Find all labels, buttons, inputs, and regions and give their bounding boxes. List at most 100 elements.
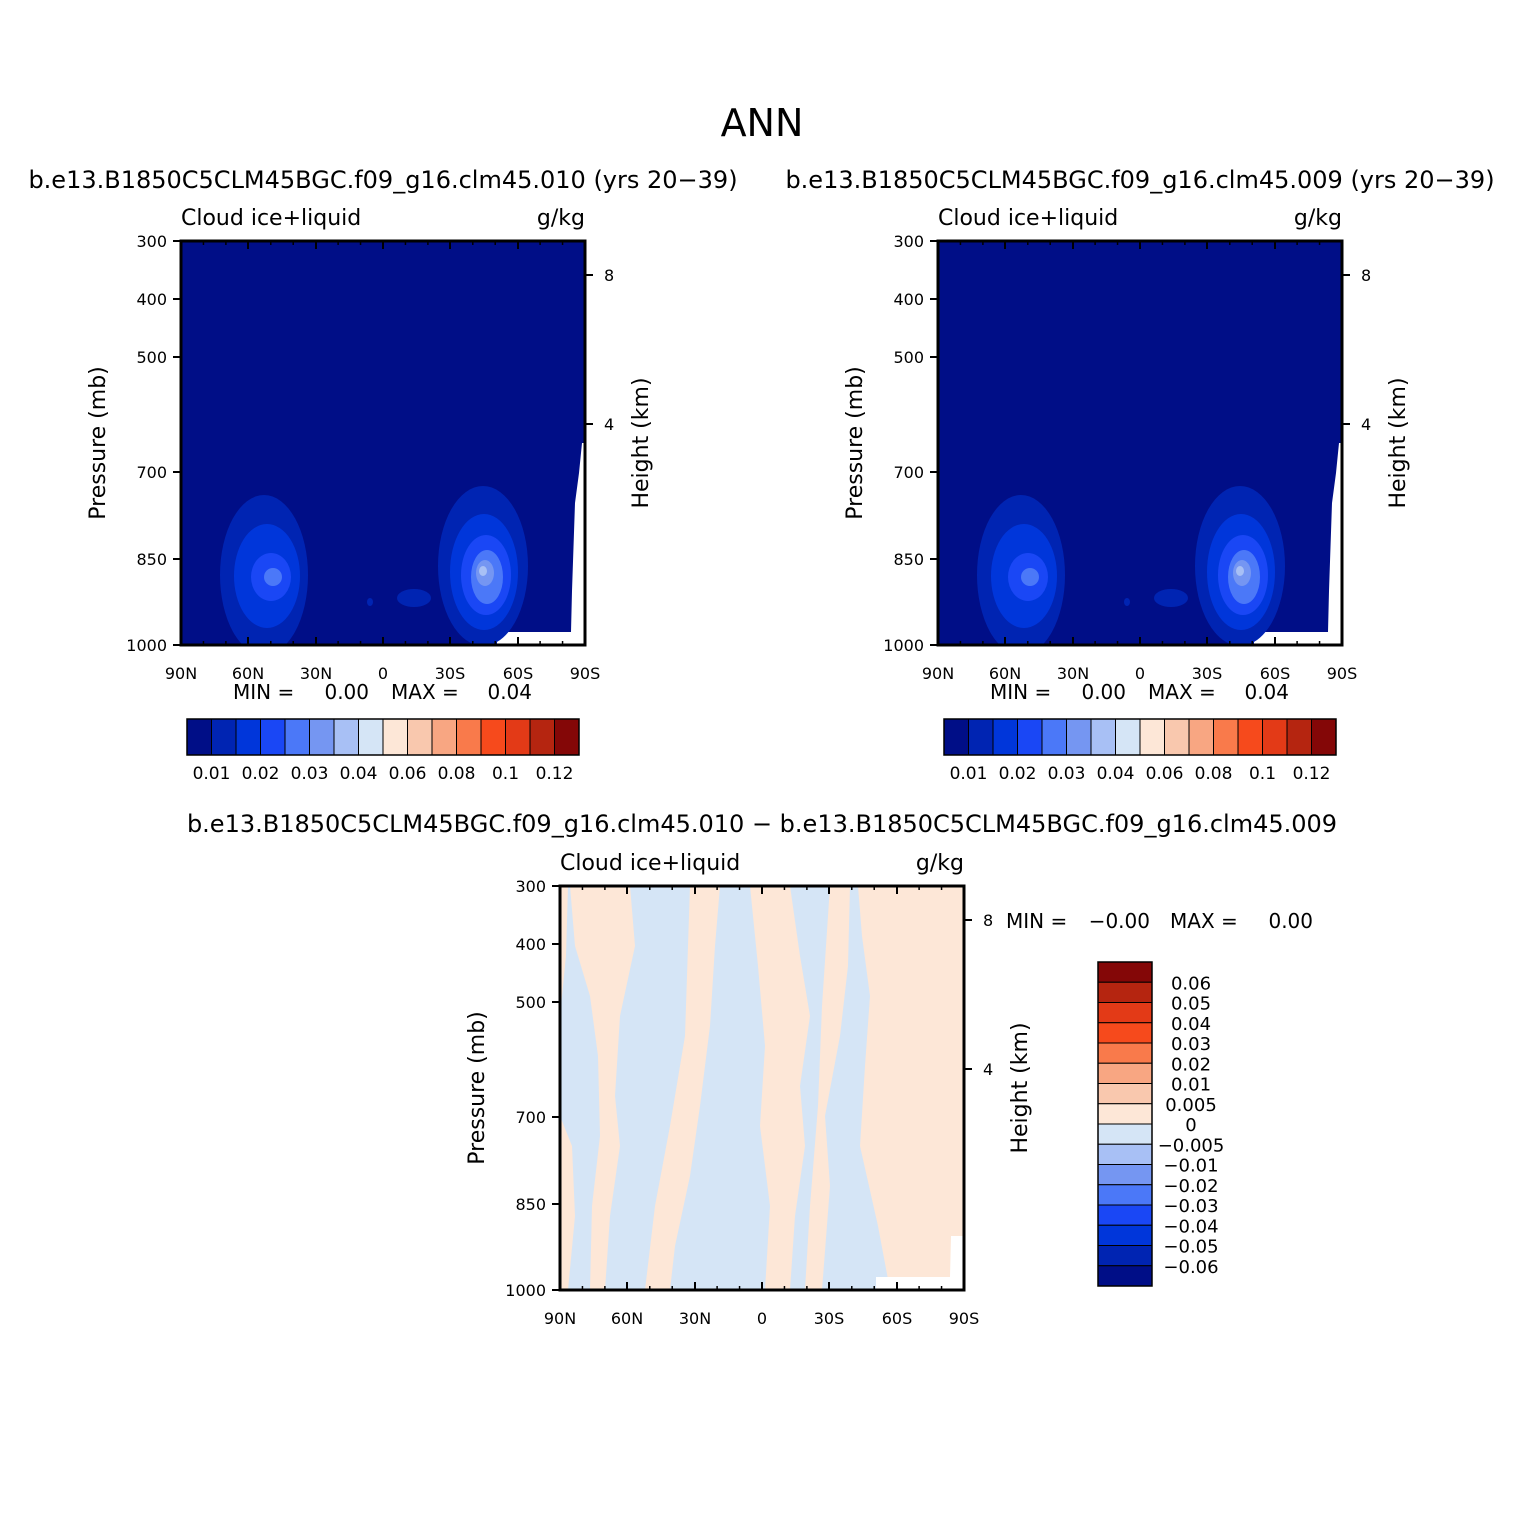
y-axis-label: Pressure (mb) — [465, 1011, 490, 1165]
colorbar-label: −0.02 — [1163, 1176, 1218, 1197]
y-tick-label: 850 — [893, 550, 924, 569]
colorbar-box — [1097, 961, 1153, 983]
max-value: 0.00 — [1268, 909, 1313, 933]
panel-title: b.e13.B1850C5CLM45BGC.f09_g16.clm45.010 … — [28, 166, 737, 194]
y-tick-label: 500 — [136, 348, 167, 367]
x-tick-label: 0 — [757, 1309, 767, 1328]
min-label: MIN = — [1006, 909, 1067, 933]
min-value: 0.00 — [1081, 680, 1126, 704]
y-tick-label: 700 — [136, 463, 167, 482]
y2-axis-label: Height (km) — [1008, 1022, 1033, 1153]
colorbar-label: 0.02 — [1171, 1054, 1211, 1075]
panel-case-009: 90N 60N 30N 0 30S 60S 90S 300 400 500 700 850 1000 8 4… — [785, 166, 1494, 784]
colorbar-box — [1097, 1224, 1153, 1246]
contour-positive-6 — [560, 1116, 575, 1290]
x-tick-label: 30S — [435, 664, 466, 683]
colorbar-label: 0.005 — [1165, 1095, 1217, 1116]
colorbar-frame — [1097, 961, 1153, 1287]
colorbar-box — [1017, 718, 1043, 756]
colorbar-frame — [186, 718, 580, 756]
x-tick-label: 0 — [378, 664, 388, 683]
colorbar-frame — [943, 718, 1337, 756]
colorbar-label: −0.005 — [1158, 1135, 1225, 1156]
colorbar-box — [1097, 1265, 1153, 1287]
contour-positive-0 — [570, 886, 635, 1290]
colorbar-box — [1097, 1184, 1153, 1206]
colorbar-box — [456, 718, 482, 756]
missing-data — [497, 443, 585, 645]
y-tick-label: 850 — [136, 550, 167, 569]
colorbar-box — [1213, 718, 1239, 756]
colorbar-label: 0.1 — [492, 764, 519, 784]
max-label: MAX = — [1148, 680, 1216, 704]
colorbar-label: 0.01 — [193, 764, 231, 784]
subtitle-left: Cloud ice+liquid — [560, 851, 740, 876]
colorbar-box — [358, 718, 384, 756]
colorbar-box — [1097, 1123, 1153, 1145]
contour-positive-4 — [858, 886, 964, 1290]
subtitle-right: g/kg — [916, 851, 964, 876]
colorbar-label: −0.05 — [1163, 1237, 1218, 1258]
colorbar-box — [235, 718, 261, 756]
colorbar-label: 0.03 — [1048, 764, 1086, 784]
contour-tropics-0 — [1154, 589, 1188, 607]
contour-positive-1 — [645, 886, 720, 1290]
x-tick-label: 60N — [611, 1309, 643, 1328]
y2-axis-label: Height (km) — [1386, 377, 1411, 508]
x-tick-label: 90S — [570, 664, 601, 683]
colorbar-box — [1041, 718, 1067, 756]
colorbar-label: 0.04 — [1097, 764, 1135, 784]
x-tick-label: 90N — [544, 1309, 576, 1328]
colorbar-label: 0.04 — [1171, 1014, 1211, 1035]
colorbar-box — [1097, 1002, 1153, 1024]
colorbar-box — [284, 718, 310, 756]
contour-positive-5 — [560, 886, 568, 1016]
colorbar-label: 0.1 — [1249, 764, 1276, 784]
min-value: 0.00 — [324, 680, 369, 704]
colorbar-label: 0.01 — [1171, 1075, 1211, 1096]
colorbar-label: −0.06 — [1163, 1257, 1218, 1278]
colorbar-box — [431, 718, 457, 756]
colorbar-label: 0.03 — [291, 764, 329, 784]
y-tick-label: 300 — [515, 877, 546, 896]
colorbar-box — [1097, 1204, 1153, 1226]
y-tick-label: 400 — [136, 290, 167, 309]
colorbar-box — [1066, 718, 1092, 756]
x-tick-label: 90N — [165, 664, 197, 683]
subtitle-left: Cloud ice+liquid — [181, 206, 361, 231]
colorbar-label: −0.03 — [1163, 1196, 1218, 1217]
colorbar-box — [1311, 718, 1337, 756]
missing-data — [1254, 443, 1342, 645]
min-value: −0.00 — [1089, 909, 1150, 933]
y-axis-label: Pressure (mb) — [86, 366, 111, 520]
field — [181, 241, 585, 645]
x-tick-label: 30N — [1057, 664, 1089, 683]
colorbar-box — [407, 718, 433, 756]
colorbar-label: 0.12 — [1293, 764, 1331, 784]
x-tick-label: 90N — [922, 664, 954, 683]
panel-difference: 90N 60N 30N 0 30S 60S 90S 300 400 500 700 850 1000 8 4… — [187, 810, 1337, 1328]
figure-title: ANN — [721, 101, 804, 145]
colorbar-box — [1237, 718, 1263, 756]
x-tick-label: 0 — [1135, 664, 1145, 683]
x-tick-label: 90S — [949, 1309, 980, 1328]
contour-positive-2 — [750, 886, 810, 1290]
y2-tick-label: 8 — [1361, 266, 1371, 285]
colorbar-box — [554, 718, 580, 756]
colorbar-label: 0.06 — [1171, 973, 1211, 994]
colorbar-box — [1286, 718, 1312, 756]
x-tick-label: 90S — [1327, 664, 1358, 683]
y-axis-label: Pressure (mb) — [843, 366, 868, 520]
max-label: MAX = — [391, 680, 459, 704]
colorbar-box — [1097, 1042, 1153, 1064]
colorbar-label: 0.02 — [242, 764, 280, 784]
colorbar-box — [1097, 1022, 1153, 1044]
colorbar-box — [1097, 981, 1153, 1003]
y2-tick-label: 4 — [983, 1060, 993, 1079]
y-tick-label: 400 — [515, 935, 546, 954]
colorbar-box — [480, 718, 506, 756]
colorbar-box — [1139, 718, 1165, 756]
contour-nh-3 — [1021, 568, 1039, 586]
y-tick-label: 300 — [893, 232, 924, 251]
